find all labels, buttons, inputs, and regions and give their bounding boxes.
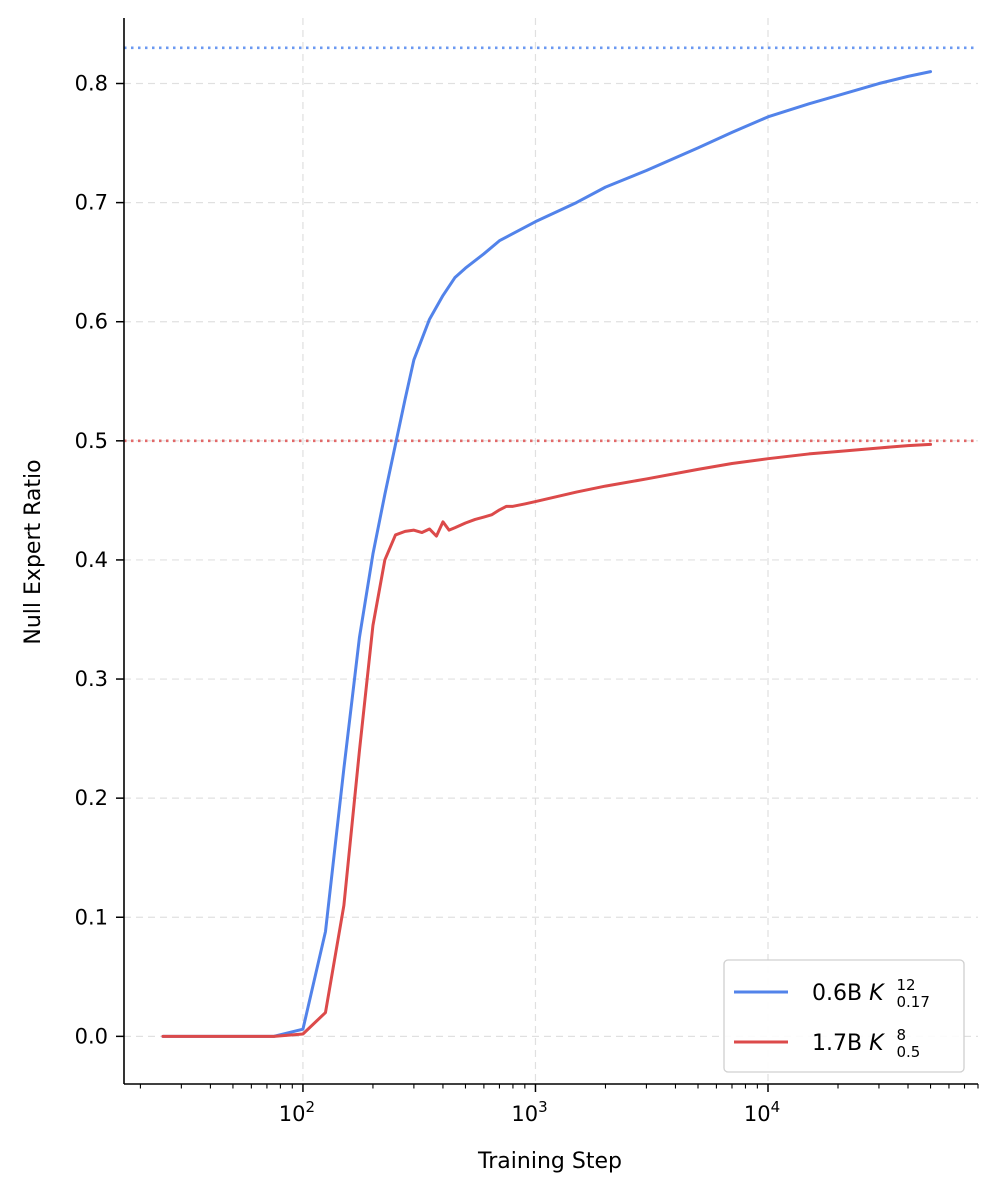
legend-label-1: 1.7B K: [812, 1031, 885, 1056]
y-tick-label: 0.4: [75, 548, 108, 572]
legend-label-sub-0: 0.17: [897, 993, 930, 1011]
x-tick-label: 104: [744, 1098, 780, 1126]
axes: [123, 18, 978, 1085]
legend-label-sup-1: 8: [897, 1026, 907, 1044]
legend-label-sub-1: 0.5: [897, 1043, 921, 1061]
y-tick-label: 0.1: [75, 905, 108, 929]
legend-label-0: 0.6B K: [812, 981, 885, 1006]
y-tick-label: 0.0: [75, 1024, 108, 1048]
series-line-1: [161, 442, 933, 1038]
x-axis-label: Training Step: [477, 1149, 622, 1174]
y-tick-label: 0.6: [75, 310, 108, 334]
y-tick-label: 0.2: [75, 786, 108, 810]
x-tick-label: 103: [511, 1098, 547, 1126]
y-tick-label: 0.3: [75, 667, 108, 691]
legend-box: [723, 959, 965, 1073]
y-tick-label: 0.7: [75, 191, 108, 215]
ticks: 0.0 0.1 0.2 0.3 0.4 0.5 0.6 0.7 0.8 102 103 104: [75, 72, 979, 1126]
grid: [124, 18, 978, 1084]
legend-label-sup-0: 12: [897, 976, 916, 994]
y-tick-label: 0.8: [75, 72, 108, 96]
y-tick-label: 0.5: [75, 429, 108, 453]
y-axis-label: Null Expert Ratio: [21, 459, 46, 644]
reference-lines: [124, 46, 978, 443]
x-tick-label: 102: [279, 1098, 315, 1126]
legend: 0.6B K 120.17 1.7B K 80.5: [723, 959, 965, 1073]
series-lines: [161, 70, 933, 1038]
series-line-0: [161, 70, 933, 1038]
